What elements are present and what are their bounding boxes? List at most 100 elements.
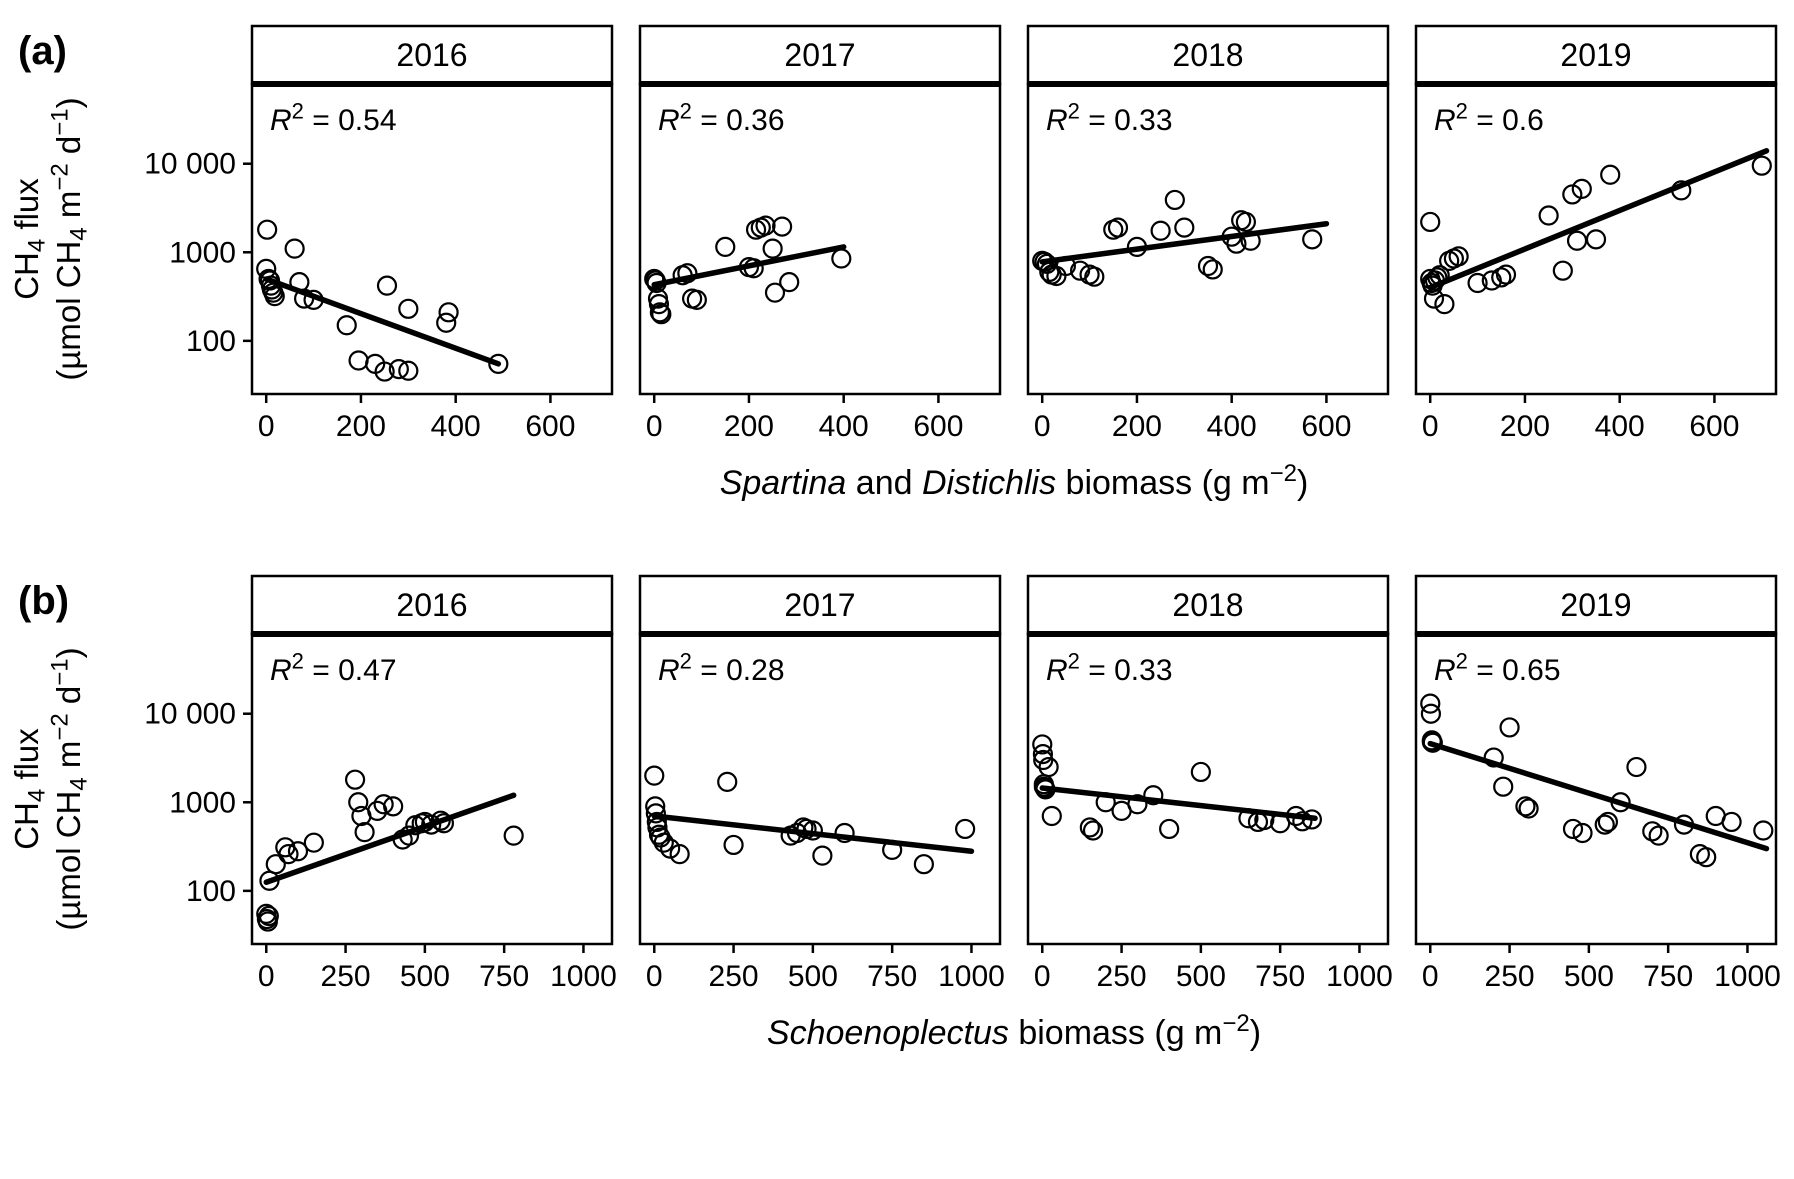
- data-point: [438, 302, 459, 323]
- x-tick-label: 500: [788, 960, 838, 993]
- data-point: [348, 792, 369, 813]
- data-point: [1082, 820, 1104, 841]
- data-point: [651, 304, 672, 325]
- y-axis-title-line1: CH4 flux: [8, 178, 51, 300]
- data-point: [1033, 749, 1054, 771]
- x-tick-label: 0: [646, 960, 663, 993]
- facet-header: [250, 24, 614, 86]
- data-point: [1552, 260, 1573, 281]
- data-point: [660, 838, 681, 859]
- data-point: [648, 294, 670, 315]
- x-tick-label: 1000: [1714, 960, 1781, 993]
- data-point: [1481, 270, 1502, 291]
- data-point: [398, 360, 419, 381]
- data-point: [264, 286, 285, 307]
- r-squared-label: R2 = 0.33: [1046, 99, 1173, 137]
- data-point: [1420, 703, 1442, 724]
- data-point: [1648, 825, 1669, 846]
- data-point: [1585, 229, 1607, 250]
- data-point: [488, 353, 509, 374]
- data-point: [1572, 822, 1593, 844]
- data-point: [1597, 811, 1618, 833]
- data-point: [1150, 220, 1171, 241]
- x-tick-label: 750: [1255, 960, 1305, 993]
- data-point: [653, 832, 674, 853]
- x-tick-label: 200: [1112, 410, 1162, 443]
- r-squared-label: R2 = 0.33: [1046, 649, 1173, 687]
- x-tick-label: 0: [258, 960, 275, 993]
- data-point: [1491, 267, 1512, 288]
- y-axis-title-line2: (µmol CH4 m−2 d−1): [46, 97, 92, 380]
- data-point: [644, 268, 665, 290]
- data-point: [779, 272, 800, 293]
- facet-header: [1026, 24, 1390, 86]
- data-point: [1164, 189, 1185, 211]
- x-tick-label: 600: [1689, 410, 1739, 443]
- facet-year-label: 2017: [784, 587, 855, 623]
- trend-line: [1039, 220, 1330, 265]
- x-tick-label: 200: [724, 410, 774, 443]
- data-point: [1197, 255, 1219, 277]
- data-point: [649, 302, 670, 323]
- x-tick-label: 0: [1422, 410, 1439, 443]
- data-point: [1143, 785, 1164, 806]
- data-point: [1202, 259, 1223, 280]
- r-squared-label: R2 = 0.28: [658, 649, 785, 687]
- data-point: [1751, 155, 1772, 176]
- r-squared-label: R2 = 0.36: [658, 99, 785, 137]
- trend-line: [1039, 785, 1318, 822]
- x-tick-label: 500: [1564, 960, 1614, 993]
- data-point: [1420, 693, 1441, 714]
- data-point: [1626, 756, 1647, 778]
- facet-header: [638, 24, 1002, 86]
- x-tick-label: 0: [1034, 410, 1051, 443]
- data-point: [1422, 732, 1443, 753]
- facet-header: [250, 574, 614, 636]
- x-tick-label: 1000: [1326, 960, 1393, 993]
- trend-line: [1427, 148, 1770, 291]
- data-point: [1518, 798, 1539, 819]
- data-point: [955, 818, 976, 840]
- data-point: [503, 825, 524, 846]
- data-point: [677, 263, 698, 284]
- facet-year-label: 2016: [396, 37, 467, 73]
- x-tick-label: 250: [709, 960, 759, 993]
- y-tick-label: 100: [186, 875, 236, 908]
- x-tick-label: 750: [479, 960, 529, 993]
- figure: (a) CH4 flux (µmol CH4 m−2 d−1) 2016 0 200 400…: [0, 12, 1794, 1052]
- y-tick-label: 1000: [169, 786, 236, 819]
- data-point: [812, 845, 833, 866]
- chart-row-svg: (b) CH4 flux(µmol CH4 m−2 d−1) 2016 0 250 500…: [8, 574, 1781, 1052]
- r-squared-label: R2 = 0.65: [1434, 649, 1561, 687]
- facet-row-a: (a) CH4 flux (µmol CH4 m−2 d−1) 2016 0 200 400…: [0, 12, 1794, 526]
- x-tick-label: 0: [646, 410, 663, 443]
- data-point: [1495, 264, 1517, 285]
- data-point: [374, 361, 395, 382]
- data-point: [1159, 818, 1180, 840]
- data-point: [388, 358, 409, 380]
- data-point: [1696, 847, 1717, 868]
- data-point: [284, 238, 305, 259]
- y-tick-label: 1000: [169, 236, 236, 269]
- y-tick-label: 10 000: [144, 698, 236, 731]
- x-tick-label: 600: [1301, 410, 1351, 443]
- x-tick-label: 400: [819, 410, 869, 443]
- data-point: [1594, 814, 1615, 835]
- data-point: [1642, 821, 1663, 842]
- facet-header: [1026, 574, 1390, 636]
- data-point: [398, 298, 419, 319]
- data-point: [383, 796, 404, 817]
- panel-letter: (a): [18, 29, 67, 73]
- x-tick-label: 250: [1097, 960, 1147, 993]
- data-point: [686, 289, 707, 311]
- x-axis-title: Spartina and Distichlis biomass (g m−2): [720, 460, 1309, 502]
- r-squared-label: R2 = 0.6: [1434, 99, 1544, 137]
- data-point: [1235, 211, 1256, 233]
- data-point: [348, 350, 369, 371]
- data-point: [344, 769, 366, 790]
- data-point: [436, 312, 457, 333]
- data-point: [1174, 217, 1195, 238]
- x-axis-title: Schoenoplectus biomass (g m−2): [767, 1010, 1261, 1052]
- facet-year-label: 2018: [1172, 587, 1243, 623]
- data-point: [1079, 817, 1100, 838]
